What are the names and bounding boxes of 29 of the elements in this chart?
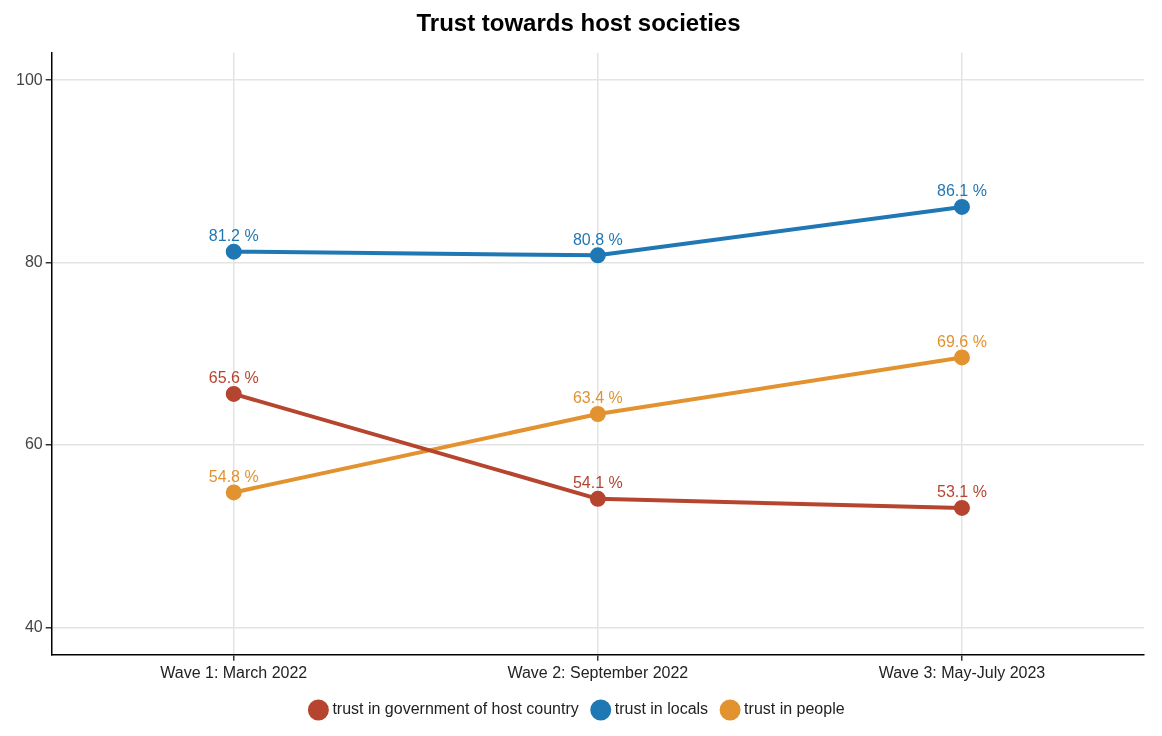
data-label: 53.1 % — [937, 483, 987, 501]
data-label: 54.8 % — [208, 467, 259, 485]
data-label: 86.1 % — [937, 182, 987, 200]
data-label: 63.4 % — [572, 389, 623, 407]
y-tick-label: 40 — [24, 617, 43, 635]
point — [225, 243, 242, 260]
legend-label: trust in locals — [614, 700, 709, 718]
legend-label: trust in government of host country — [332, 700, 579, 718]
data-label: 65.6 % — [208, 369, 259, 387]
x-tick-label: Wave 2: September 2022 — [507, 663, 689, 681]
x-tick-label: Wave 3: May-July 2023 — [878, 663, 1046, 681]
point — [225, 484, 242, 501]
chart-title: Trust towards host societies — [416, 9, 741, 37]
y-tick-label: 80 — [24, 252, 43, 270]
point — [953, 499, 970, 516]
point — [589, 490, 606, 507]
point — [589, 247, 606, 264]
x-tick-label: Wave 1: March 2022 — [160, 663, 308, 681]
y-tick-label: 100 — [15, 70, 43, 88]
data-label: 69.6 % — [937, 332, 987, 350]
point — [953, 349, 970, 366]
data-label: 54.1 % — [572, 474, 623, 492]
point — [953, 198, 970, 215]
data-label: 81.2 % — [208, 227, 259, 245]
data-label: 80.8 % — [572, 230, 623, 248]
legend-label: trust in people — [744, 700, 845, 718]
point — [225, 385, 242, 402]
y-tick-label: 60 — [24, 435, 43, 453]
point — [589, 406, 606, 422]
